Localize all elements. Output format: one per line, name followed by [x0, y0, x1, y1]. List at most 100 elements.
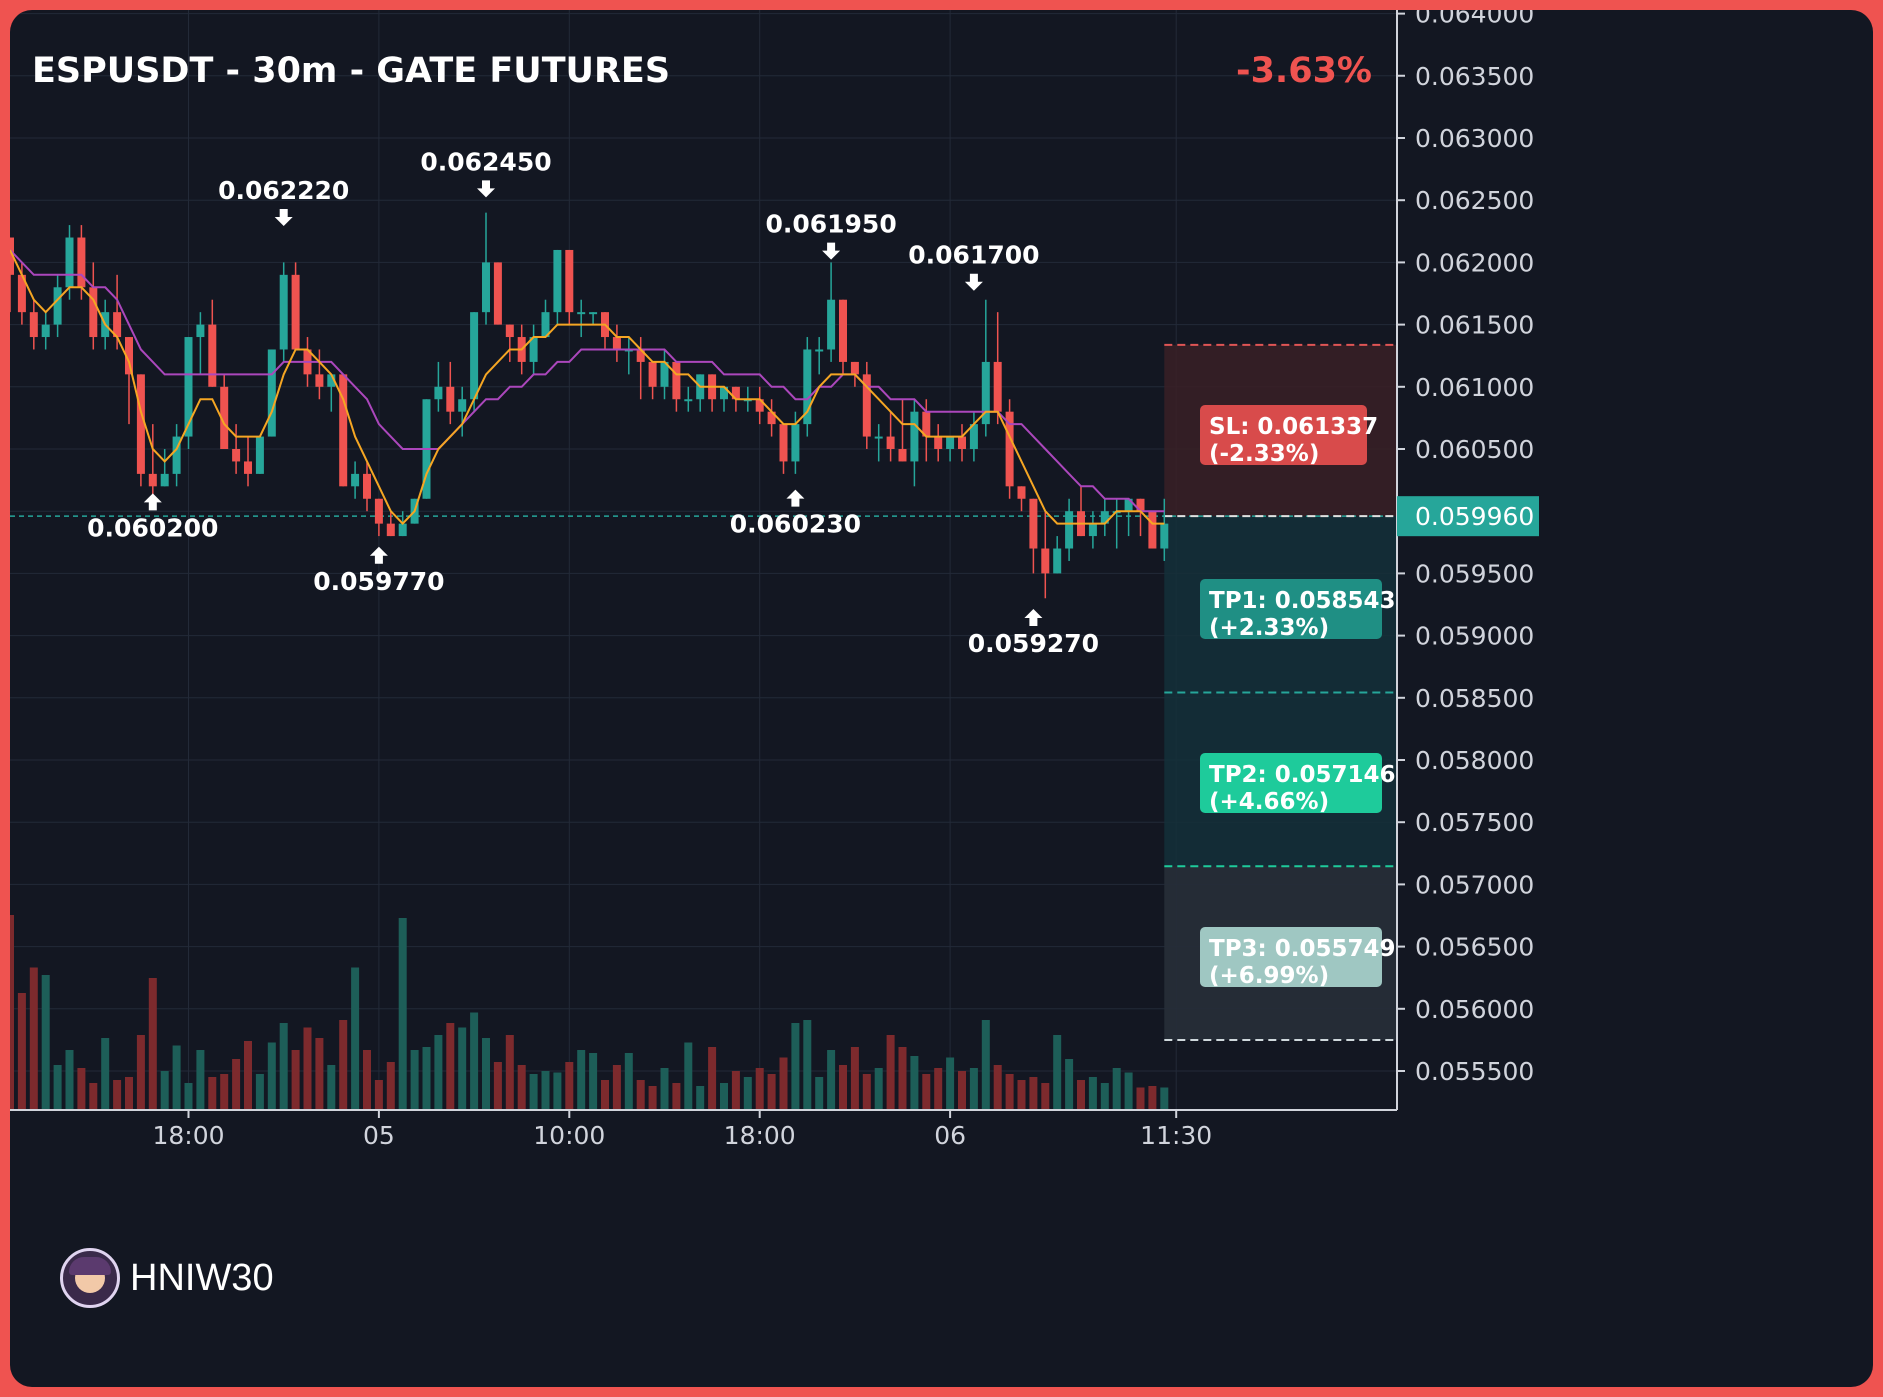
time-tick-label-5: 11:30	[1140, 1121, 1212, 1150]
candle-10	[125, 337, 133, 425]
candle-17	[208, 299, 217, 387]
volume-bar-61	[731, 1071, 740, 1110]
sl-pct: (-2.33%)	[1209, 441, 1319, 467]
candle-0	[10, 237, 14, 313]
volume-bar-51	[612, 1065, 621, 1110]
candle-1	[17, 262, 26, 325]
candle-59	[708, 374, 717, 412]
candle-83	[993, 312, 1002, 425]
candle-body-62	[743, 399, 752, 402]
volume-bars	[10, 915, 1169, 1110]
candle-body-55	[660, 361, 669, 387]
candle-54	[648, 361, 657, 400]
volume-bar-96	[1148, 1086, 1157, 1110]
candle-body-81	[969, 424, 978, 449]
volume-bar-55	[660, 1068, 669, 1110]
volume-bar-89	[1065, 1059, 1074, 1110]
candle-body-75	[898, 449, 907, 462]
candle-32	[386, 511, 395, 537]
candle-28	[339, 374, 348, 487]
candle-16	[196, 312, 205, 375]
candle-body-97	[1160, 523, 1169, 549]
volume-bar-37	[446, 1023, 455, 1110]
volume-bar-91	[1088, 1077, 1097, 1110]
candle-body-79	[946, 436, 955, 449]
volume-bar-33	[398, 918, 407, 1110]
volume-bar-3	[41, 975, 50, 1110]
volume-bar-79	[946, 1057, 955, 1110]
volume-bar-0	[10, 915, 14, 1110]
candle-66	[791, 411, 800, 474]
candle-95	[1136, 498, 1145, 537]
price-tick-label-8: 0.059500	[1415, 559, 1534, 588]
volume-bar-63	[755, 1068, 764, 1110]
ma-fast-line	[10, 249, 1165, 526]
candle-body-48	[577, 312, 586, 315]
time-tick-label-3: 18:00	[724, 1121, 796, 1150]
candle-body-54	[648, 361, 657, 387]
candle-body-44	[529, 337, 538, 362]
candle-body-19	[232, 449, 241, 462]
tp3-label: TP3: 0.055749	[1209, 936, 1396, 962]
candle-body-87	[1041, 548, 1050, 574]
volume-bar-71	[850, 1047, 859, 1110]
candle-81	[969, 411, 978, 462]
candle-body-77	[922, 411, 931, 437]
axes: 0.064000 0.063500 0.063000 0.062500 0.062000…	[10, 10, 1534, 1150]
volume-bar-2	[29, 967, 38, 1110]
high-label-2: 0.061950	[765, 210, 896, 239]
candle-body-6	[77, 237, 86, 288]
candle-body-92	[1100, 511, 1109, 524]
watermark-user: HNIW30	[130, 1256, 274, 1299]
volume-bar-67	[803, 1020, 812, 1110]
candle-body-18	[220, 386, 229, 449]
candle-69	[827, 262, 836, 362]
candle-body-66	[791, 424, 800, 462]
candle-75	[898, 399, 907, 462]
candle-41	[493, 262, 502, 325]
candle-40	[482, 212, 490, 325]
volume-bar-32	[386, 1062, 395, 1110]
candle-body-86	[1029, 498, 1038, 549]
candle-96	[1148, 511, 1157, 549]
price-change: -3.63%	[1236, 51, 1372, 91]
candle-body-41	[493, 262, 502, 325]
candle-body-22	[267, 349, 276, 437]
candle-body-3	[41, 324, 50, 338]
volume-bar-68	[815, 1077, 824, 1110]
candle-36	[434, 361, 443, 412]
volume-bar-97	[1160, 1087, 1169, 1110]
volume-bar-90	[1077, 1080, 1085, 1110]
volume-bar-77	[922, 1074, 931, 1110]
candle-55	[660, 349, 669, 400]
candle-48	[577, 299, 586, 338]
candle-body-30	[363, 473, 371, 499]
volume-bar-20	[244, 1041, 252, 1110]
volume-bar-39	[470, 1012, 479, 1110]
price-chart[interactable]: 0.062220 0.062450 0.061950 0.061700 0.060200…	[10, 10, 1873, 1387]
candle-44	[529, 324, 538, 375]
tp2-pct: (+4.66%)	[1209, 789, 1329, 815]
price-tick-label-11: 0.058000	[1415, 746, 1534, 775]
time-tick-label-0: 18:00	[152, 1121, 224, 1150]
candle-67	[803, 337, 812, 437]
candle-body-46	[553, 249, 562, 313]
volume-bar-44	[529, 1074, 538, 1110]
price-tick-label-10: 0.058500	[1415, 684, 1534, 713]
volume-bar-94	[1124, 1072, 1133, 1110]
candle-68	[815, 337, 824, 375]
candle-body-9	[113, 312, 122, 338]
volume-bar-93	[1112, 1068, 1121, 1110]
price-tick-label-15: 0.056000	[1415, 995, 1534, 1024]
tp2-label: TP2: 0.057146	[1209, 762, 1396, 788]
candle-20	[244, 436, 252, 487]
low-arrow-icon-3	[1024, 609, 1043, 627]
volume-bar-4	[53, 1065, 62, 1110]
candle-11	[136, 374, 145, 487]
candle-body-10	[125, 337, 133, 375]
price-tick-label-4: 0.062000	[1415, 248, 1534, 277]
candle-body-94	[1124, 498, 1133, 512]
tp3-pct: (+6.99%)	[1209, 963, 1329, 989]
volume-bar-74	[886, 1035, 895, 1110]
candle-46	[553, 249, 562, 325]
